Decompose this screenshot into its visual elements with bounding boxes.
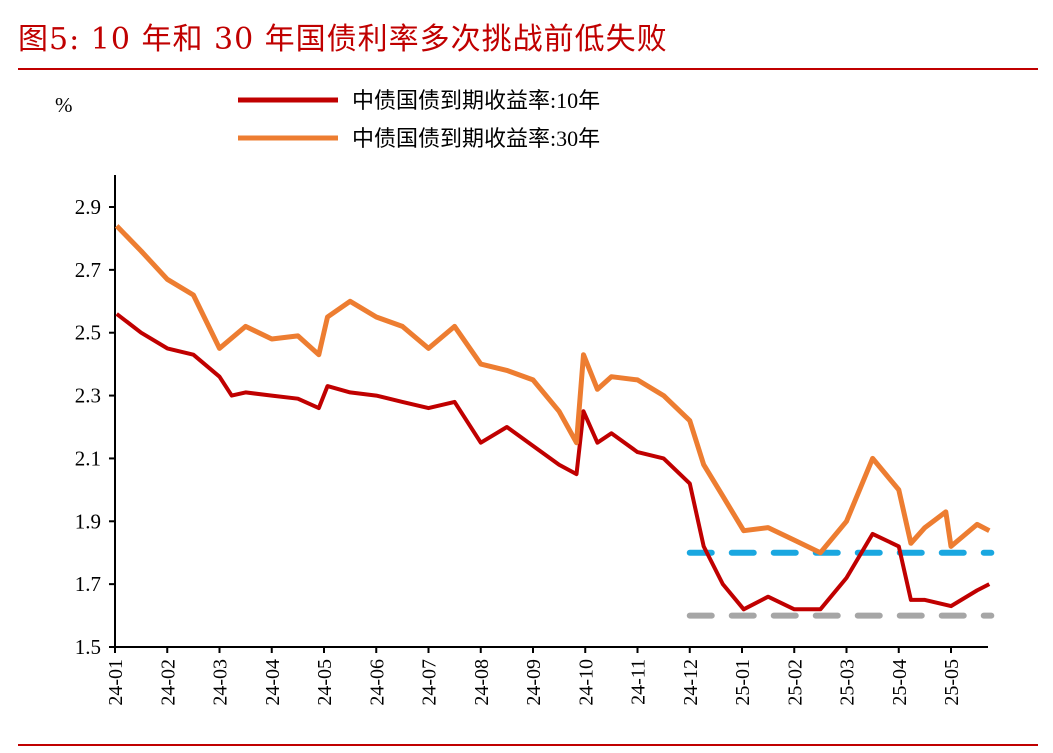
x-tick-label: 24-01	[105, 659, 127, 706]
x-tick-label: 24-03	[210, 659, 232, 706]
series-line-10y	[115, 312, 991, 612]
x-tick-label: 25-03	[837, 659, 859, 706]
x-tick-label: 24-10	[575, 659, 597, 706]
x-tick-label: 24-04	[262, 659, 284, 706]
y-tick-label: 1.5	[75, 635, 101, 659]
series-line-30y	[114, 224, 991, 556]
y-tick-label: 1.9	[75, 509, 101, 533]
x-tick-label: 24-11	[628, 659, 650, 705]
x-tick-label: 24-05	[314, 659, 336, 706]
y-tick-label: 1.7	[75, 572, 101, 596]
y-tick-label: 2.1	[75, 446, 101, 470]
bottom-rule	[18, 744, 1038, 746]
x-tick-label: 24-09	[523, 659, 545, 706]
x-tick-label: 25-01	[732, 659, 754, 706]
x-tick-label: 25-02	[784, 659, 806, 706]
top-rule	[18, 68, 1038, 70]
x-tick-label: 25-05	[941, 659, 963, 706]
x-tick-label: 25-04	[889, 659, 911, 706]
y-tick-label: 2.5	[75, 321, 101, 345]
x-tick-label: 24-07	[419, 659, 441, 706]
x-tick-label: 24-02	[157, 659, 179, 706]
legend-label: 中债国债到期收益率:30年	[352, 126, 600, 151]
legend-label: 中债国债到期收益率:10年	[352, 88, 600, 113]
x-tick-label: 24-06	[366, 659, 388, 706]
x-tick-label: 24-08	[471, 659, 493, 706]
x-tick-label: 24-12	[680, 659, 702, 706]
y-tick-label: 2.9	[75, 195, 101, 219]
y-tick-label: 2.7	[75, 258, 101, 282]
y-tick-label: 2.3	[75, 384, 101, 408]
chart-title: 图5: 10 年和 30 年国债利率多次挑战前低失败	[18, 22, 668, 57]
y-axis-label: %	[55, 93, 73, 117]
